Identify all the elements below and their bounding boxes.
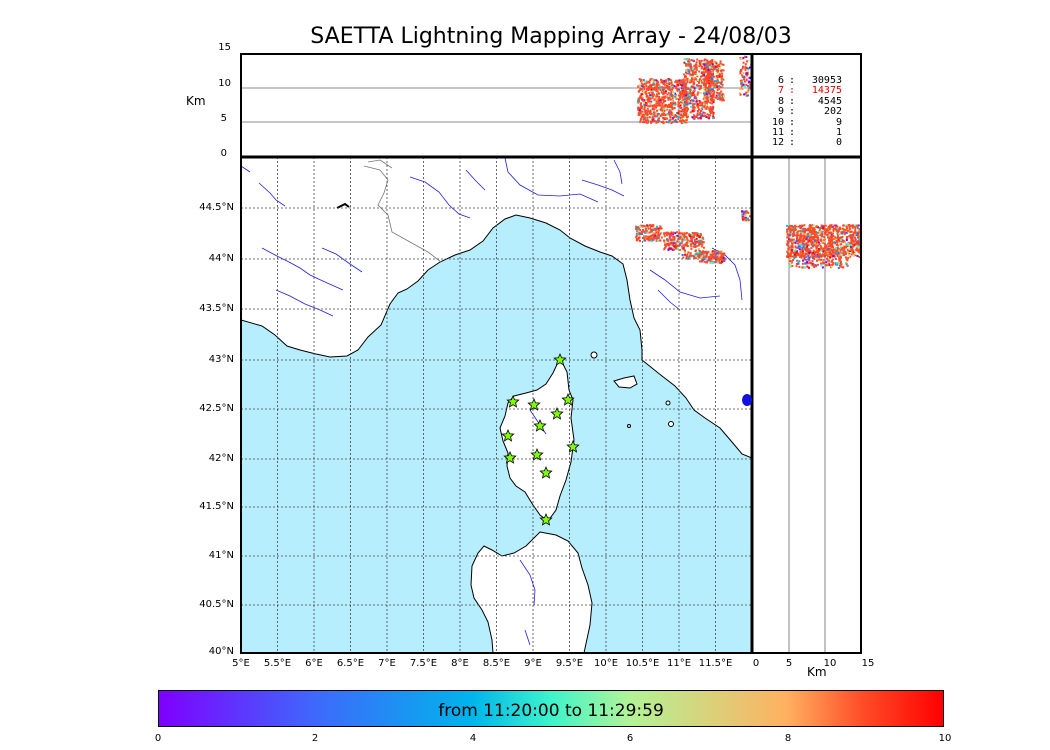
altitude-tick: 15 — [218, 42, 231, 53]
latitude-label: 41.5°N — [199, 501, 234, 512]
station-counts: 6:30953 7:14375 8:4545 9:202 10:9 11:1 1… — [760, 75, 850, 149]
time-colorbar: from 11:20:00 to 11:29:59 — [158, 690, 944, 727]
lightning-sources-map — [635, 210, 751, 264]
station-star-icon — [539, 465, 553, 479]
longitude-label: 11.5°E — [698, 658, 733, 669]
station-star-icon — [539, 512, 553, 526]
longitude-label: 6.5°E — [336, 658, 365, 669]
station-star-icon — [550, 406, 564, 420]
plot-title: SAETTA Lightning Mapping Array - 24/08/0… — [310, 24, 792, 49]
longitude-label: 9.5°E — [555, 658, 584, 669]
station-star-icon — [561, 392, 575, 406]
station-star-icon — [553, 352, 567, 366]
lightning-sources-side — [786, 224, 861, 269]
longitude-label: 8°E — [451, 658, 469, 669]
latitude-altitude-panel — [752, 157, 861, 653]
side-x-tick: 0 — [752, 658, 760, 669]
station-star-icon — [533, 418, 547, 432]
station-star-icon — [506, 394, 520, 408]
station-star-icon — [527, 397, 541, 411]
longitude-label: 6°E — [305, 658, 323, 669]
count-row: 10:9 — [771, 116, 842, 128]
latitude-label: 40°N — [208, 646, 234, 657]
longitude-label: 10°E — [593, 658, 619, 669]
count-row: 6:30953 — [777, 75, 842, 86]
side-axis-unit: Km — [807, 665, 827, 679]
colorbar-tick: 4 — [469, 733, 477, 744]
side-x-tick: 10 — [823, 658, 837, 669]
lightning-sources-altitude — [637, 55, 752, 124]
count-row: 9:202 — [777, 106, 842, 118]
longitude-label: 11°E — [666, 658, 692, 669]
colorbar-tick: 8 — [784, 733, 792, 744]
station-star-icon — [503, 450, 517, 464]
corsica — [499, 356, 575, 522]
longitude-label: 10.5°E — [625, 658, 660, 669]
colorbar-tick: 10 — [938, 733, 952, 744]
longitude-label: 9°E — [524, 658, 542, 669]
latitude-label: 41°N — [208, 550, 234, 561]
latitude-label: 42.5°N — [199, 403, 234, 414]
latitude-label: 43.5°N — [199, 303, 234, 314]
borders — [363, 159, 442, 263]
colorbar-tick: 6 — [626, 733, 634, 744]
longitude-label: 5°E — [232, 658, 250, 669]
longitude-label: 5.5°E — [263, 658, 292, 669]
station-star-icon — [501, 428, 515, 442]
altitude-tick: 5 — [220, 113, 227, 124]
sardinia — [470, 531, 593, 653]
latitude-label: 43°N — [208, 354, 234, 365]
elba-island — [613, 375, 638, 389]
side-x-tick: 15 — [861, 658, 875, 669]
colorbar-label: from 11:20:00 to 11:29:59 — [438, 701, 664, 721]
rivers — [241, 157, 743, 646]
station-star-icon — [530, 447, 544, 461]
count-row: 8:4545 — [777, 95, 842, 107]
station-star-icon — [566, 439, 580, 453]
latitude-label: 44.5°N — [199, 202, 234, 213]
longitude-label: 7°E — [378, 658, 396, 669]
longitude-label: 8.5°E — [482, 658, 511, 669]
altitude-axis-unit: Km — [186, 94, 206, 108]
edge-marker — [742, 394, 752, 406]
altitude-panel — [241, 54, 752, 157]
count-row: 11:1 — [771, 127, 842, 139]
side-x-tick: 5 — [785, 658, 793, 669]
latitude-label: 42°N — [208, 453, 234, 464]
latitude-label: 40.5°N — [199, 599, 234, 610]
lma-stations — [501, 352, 580, 526]
count-row: 7:14375 — [777, 85, 842, 97]
latitude-label: 44°N — [208, 253, 234, 264]
longitude-label: 7.5°E — [409, 658, 438, 669]
map-panel — [241, 157, 752, 653]
colorbar-tick: 2 — [311, 733, 319, 744]
count-row: 12:0 — [771, 137, 842, 149]
altitude-tick: 10 — [218, 78, 231, 89]
colorbar-tick: 0 — [154, 733, 162, 744]
altitude-tick: 0 — [220, 148, 227, 159]
